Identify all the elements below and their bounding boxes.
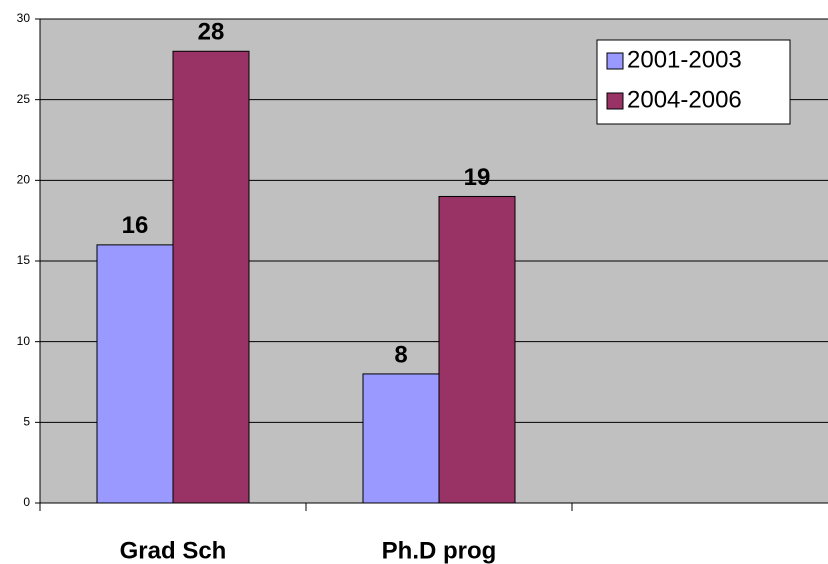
bar [96, 244, 174, 504]
legend-label: 2004-2006 [627, 86, 742, 113]
x-tick-label: Ph.D prog [382, 537, 497, 564]
legend-box [596, 39, 791, 125]
bar [438, 195, 516, 504]
data-label: 8 [394, 341, 407, 368]
legend-label: 2001-2003 [627, 46, 742, 73]
data-label: 19 [464, 164, 491, 191]
bar [362, 373, 440, 504]
y-tick-label: 5 [23, 415, 30, 429]
y-tick-label: 25 [17, 92, 31, 106]
bar [172, 50, 250, 504]
y-tick-label: 20 [17, 173, 31, 187]
y-tick-label: 15 [17, 253, 31, 267]
legend-swatch [606, 92, 624, 110]
data-label: 28 [198, 19, 225, 46]
y-tick-label: 30 [17, 11, 31, 25]
legend-swatch [606, 52, 624, 70]
x-tick-label: Grad Sch [120, 537, 227, 564]
y-tick-label: 0 [23, 495, 30, 509]
data-label: 16 [122, 212, 149, 239]
y-tick-label: 10 [17, 334, 31, 348]
